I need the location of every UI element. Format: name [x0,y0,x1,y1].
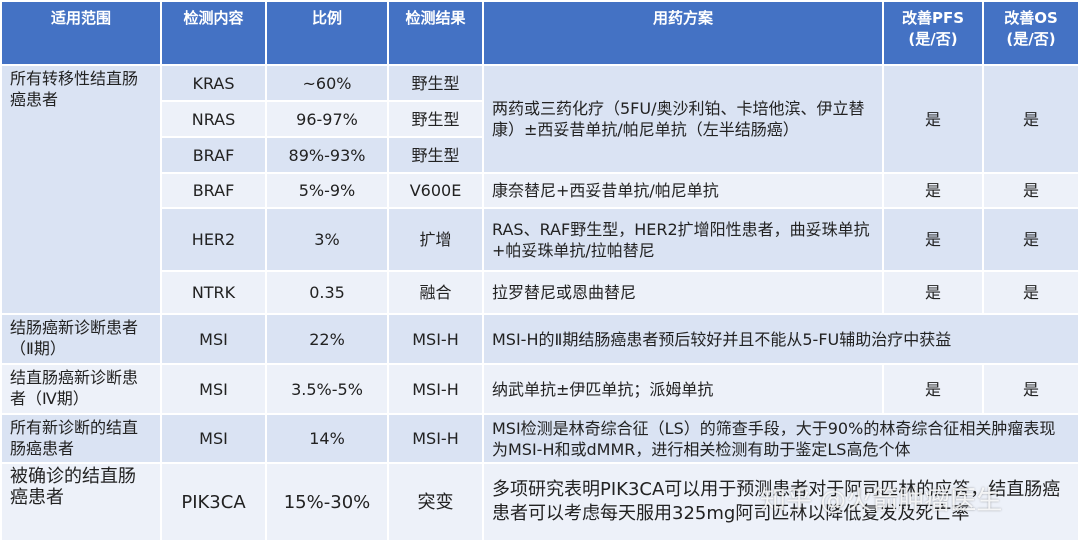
cell: 5%-9% [265,172,389,209]
cell: 3% [265,207,389,272]
cell: 多项研究表明PIK3CA可以用于预测患者对于阿司匹林的应答，结直肠癌患者可以考虑… [482,462,1080,542]
cell: MSI-H [387,413,484,464]
cell: 扩增 [387,207,484,272]
header-cell: 改善PFS (是/否) [882,0,984,66]
header-cell: 用药方案 [482,0,884,66]
row: 被确诊的结直肠癌患者 PIK3CA 15%-30% 突变 多项研究表明PIK3C… [0,462,1080,542]
cell: V600E [387,172,484,209]
row: NTRK 0.35 融合 拉罗替尼或恩曲替尼 是 是 [1,270,1080,315]
cell: 是 [882,172,984,209]
cell: NTRK [160,270,267,315]
cell: 纳武单抗±伊匹单抗；派姆单抗 [482,363,884,415]
cell: 22% [265,313,389,365]
cell: RAS、RAF野生型，HER2扩增阳性患者，曲妥珠单抗+帕妥珠单抗/拉帕替尼 [482,207,884,272]
cell: PIK3CA [160,462,267,542]
row: 结直肠癌新诊断患者（Ⅳ期） MSI 3.5%-5% MSI-H 纳武单抗±伊匹单… [0,363,1080,415]
cell: BRAF [160,172,267,209]
cell: MSI-H的Ⅱ期结肠癌患者预后较好并且不能从5-FU辅助治疗中获益 [482,313,1080,365]
cell: BRAF [160,136,267,174]
cell: 89%-93% [265,136,389,174]
cell: 康奈替尼+西妥昔单抗/帕尼单抗 [482,172,884,209]
row: NRAS 96-97% 野生型 [1,100,1079,138]
cell: 3.5%-5% [265,363,389,415]
cell: MSI [160,363,267,415]
cell: 拉罗替尼或恩曲替尼 [482,270,884,315]
header-cell: 适用范围 [0,0,162,66]
row: HER2 3% 扩增 RAS、RAF野生型，HER2扩增阳性患者，曲妥珠单抗+帕… [1,207,1080,272]
cell: 是 [882,270,984,315]
cell: KRAS [160,64,267,102]
cell: MSI-H [387,313,484,365]
row: BRAF 5%-9% V600E 康奈替尼+西妥昔单抗/帕尼单抗 是 是 [1,172,1080,209]
cell: 所有转移性结直肠癌患者 [0,64,162,315]
cell: 96-97% [265,100,389,138]
cell: MSI [160,413,267,464]
cell: 野生型 [387,136,484,174]
cell: 是 [982,270,1080,315]
header-cell: 比例 [265,0,389,66]
row: BRAF 89%-93% 野生型 [1,136,1079,174]
cell: 结肠癌新诊断患者（Ⅱ期） [0,313,162,365]
cell: MSI [160,313,267,365]
cell: 突变 [387,462,484,542]
cell: 被确诊的结直肠癌患者 [0,462,162,542]
header-cell: 改善OS (是/否) [982,0,1080,66]
cell: 15%-30% [265,462,389,542]
watermark: 知乎 @火箭肿瘤医生 [760,486,1003,516]
cell: MSI检测是林奇综合征（LS）的筛查手段，大于90%的林奇综合征相关肿瘤表现为M… [482,413,1080,464]
cell: 是 [882,64,984,174]
cell: 14% [265,413,389,464]
cell: 是 [882,207,984,272]
cell: 野生型 [387,64,484,102]
cell: 野生型 [387,100,484,138]
cell: HER2 [160,207,267,272]
header-cell: 检测结果 [387,0,484,66]
cell: MSI-H [387,363,484,415]
cell: 所有新诊断的结直肠癌患者 [0,413,162,464]
cell: 是 [882,363,984,415]
row: 所有转移性结直肠癌患者 KRAS ~60% 野生型 两药或三药化疗（5FU/奥沙… [0,64,1080,315]
cell: 是 [982,363,1080,415]
row: 结肠癌新诊断患者（Ⅱ期） MSI 22% MSI-H MSI-H的Ⅱ期结肠癌患者… [0,313,1080,365]
cell: ~60% [265,64,389,102]
header-cell: 检测内容 [160,0,267,66]
cell: NRAS [160,100,267,138]
cell: 是 [982,172,1080,209]
cell: 结直肠癌新诊断患者（Ⅳ期） [0,363,162,415]
cell: 两药或三药化疗（5FU/奥沙利铂、卡培他滨、伊立替康）±西妥昔单抗/帕尼单抗（左… [482,64,884,174]
cell: 融合 [387,270,484,315]
row: 所有新诊断的结直肠癌患者 MSI 14% MSI-H MSI检测是林奇综合征（L… [0,413,1080,464]
cell: 0.35 [265,270,389,315]
cell: 是 [982,64,1080,174]
header-row: 适用范围 检测内容 比例 检测结果 用药方案 改善PFS (是/否) 改善OS … [0,0,1080,66]
cell: 是 [982,207,1080,272]
